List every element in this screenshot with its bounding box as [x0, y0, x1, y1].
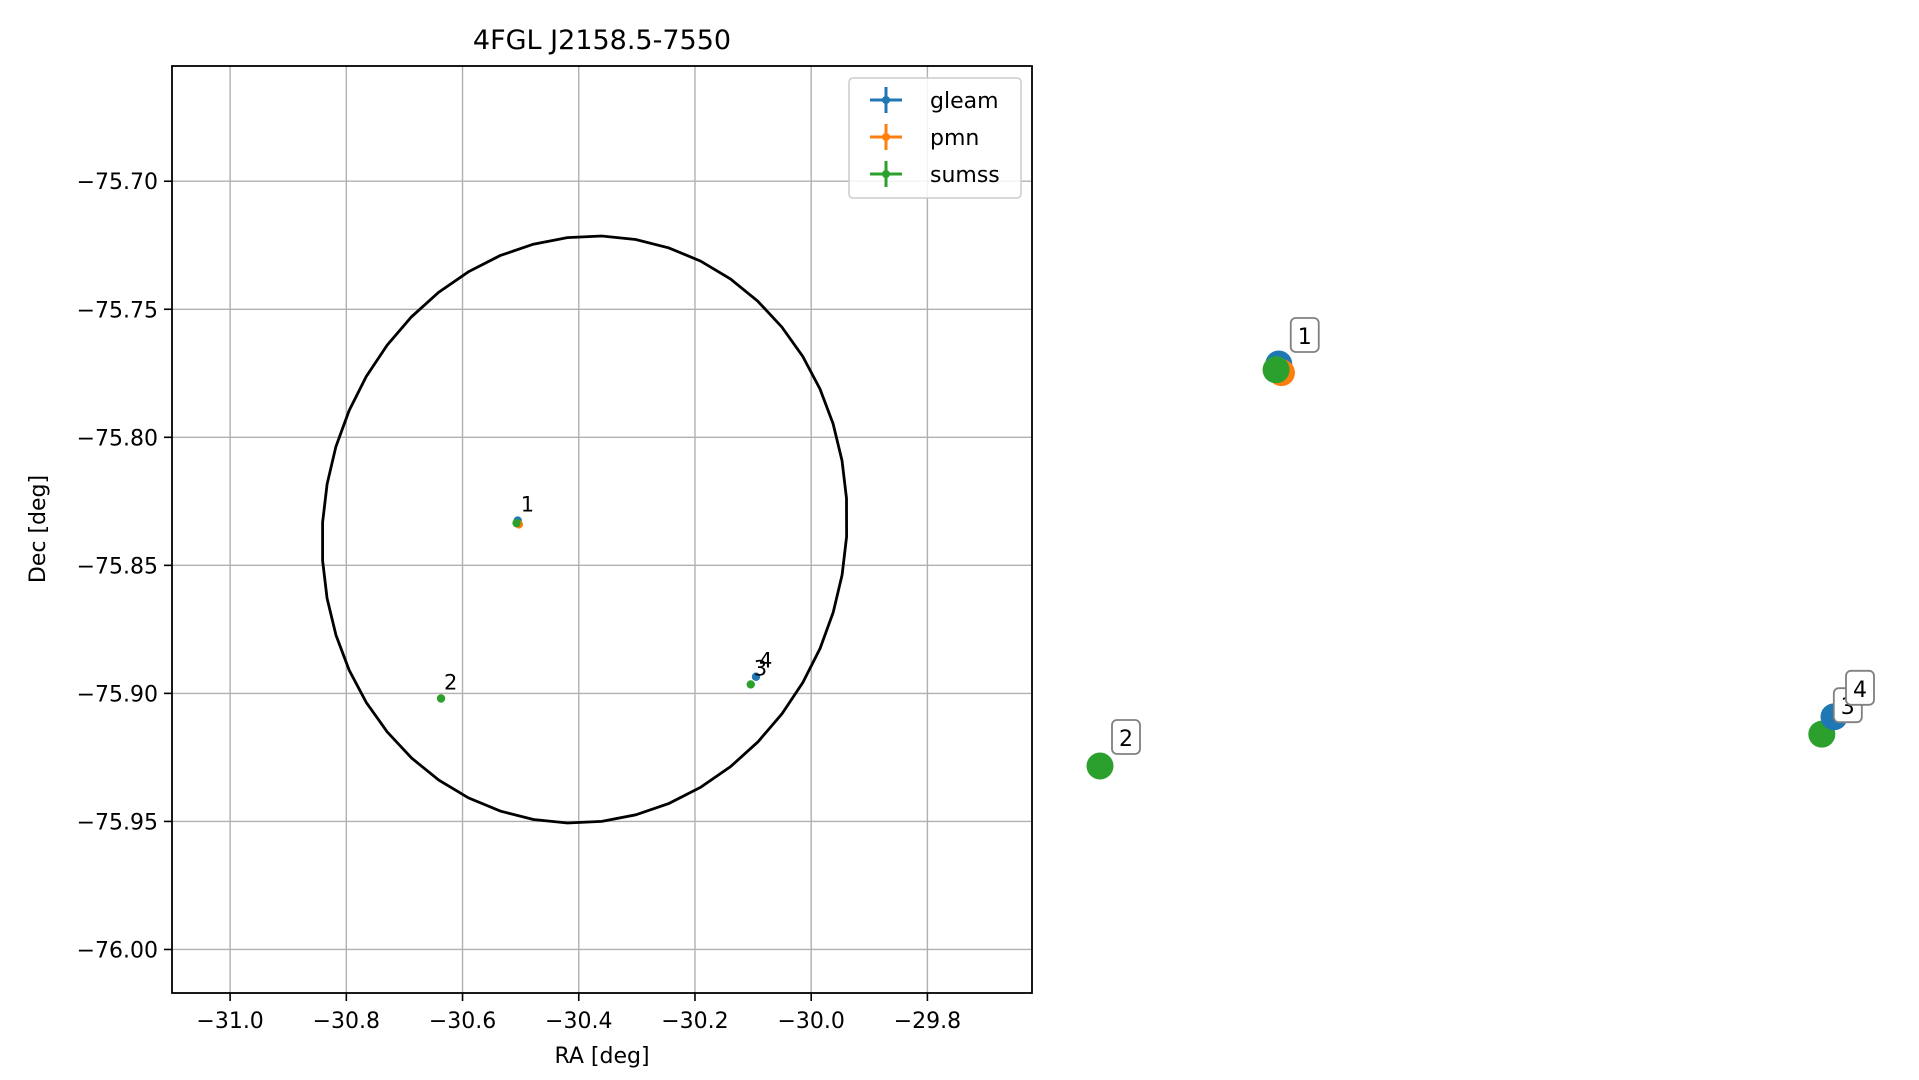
- point-label-3: 3: [754, 656, 767, 680]
- y-tick-label: −75.70: [77, 170, 158, 195]
- zoom-callout-label-1: 1: [1298, 325, 1312, 350]
- y-axis-ticks: −75.70 −75.75 −75.80 −75.85 −75.90 −75.95 −76.…: [77, 170, 172, 963]
- y-tick-label: −75.90: [77, 682, 158, 707]
- x-tick-label: −30.2: [661, 1009, 728, 1034]
- x-tick-label: −31.0: [196, 1009, 263, 1034]
- point-label-4: 4: [759, 649, 772, 673]
- x-axis-label: RA [deg]: [554, 1044, 649, 1069]
- zoom-callout-box-1: [1289, 317, 1320, 353]
- zoom-sumss-point-2: [1086, 752, 1114, 780]
- gleam-point-4: [751, 672, 761, 681]
- legend-label-pmn: pmn: [930, 126, 979, 151]
- zoom-callout-box-4: [1845, 669, 1875, 706]
- grid-lines: [172, 66, 1032, 993]
- error-ellipse-group: [321, 234, 849, 825]
- zoom-callout-label-4: 4: [1853, 678, 1867, 703]
- zoom-callout-box-2: [1111, 719, 1141, 755]
- legend-marker-pmn-dot: [882, 133, 890, 141]
- x-tick-label: −30.4: [545, 1009, 612, 1034]
- legend: gleam pmn sumss: [848, 77, 1022, 199]
- point-label-1: 1: [521, 493, 534, 517]
- y-axis-label: Dec [deg]: [26, 475, 51, 583]
- legend-label-sumss: sumss: [930, 163, 1000, 188]
- point-label-2: 2: [444, 671, 457, 695]
- x-tick-label: −30.0: [777, 1009, 844, 1034]
- chart-title: 4FGL J2158.5-7550: [473, 25, 731, 56]
- point-labels: 1 4 2 3: [444, 493, 772, 695]
- sumss-point-2: [436, 694, 446, 703]
- y-tick-label: −76.00: [77, 938, 158, 963]
- legend-marker-gleam-dot: [882, 96, 890, 104]
- y-tick-label: −75.80: [77, 426, 158, 451]
- legend-box: [848, 77, 1022, 199]
- y-tick-label: −75.75: [77, 298, 158, 323]
- x-tick-label: −30.8: [313, 1009, 380, 1034]
- legend-marker-sumss-dot: [882, 170, 890, 178]
- legend-label-gleam: gleam: [930, 89, 999, 114]
- plot-frame: [171, 65, 1033, 994]
- x-axis-ticks: −31.0 −30.8 −30.6 −30.4 −30.2 −30.0 −29.8: [196, 993, 961, 1034]
- error-ellipse: [321, 234, 849, 825]
- y-tick-label: −75.95: [77, 810, 158, 835]
- data-points: [436, 516, 761, 703]
- sumss-point-1: [512, 518, 521, 528]
- x-tick-label: −29.8: [894, 1009, 961, 1034]
- x-tick-label: −30.6: [429, 1009, 496, 1034]
- zoom-sumss-point-1: [1262, 356, 1290, 384]
- sumss-point-3: [746, 680, 755, 689]
- y-tick-label: −75.85: [77, 554, 158, 579]
- zoom-callout-label-2: 2: [1119, 727, 1133, 752]
